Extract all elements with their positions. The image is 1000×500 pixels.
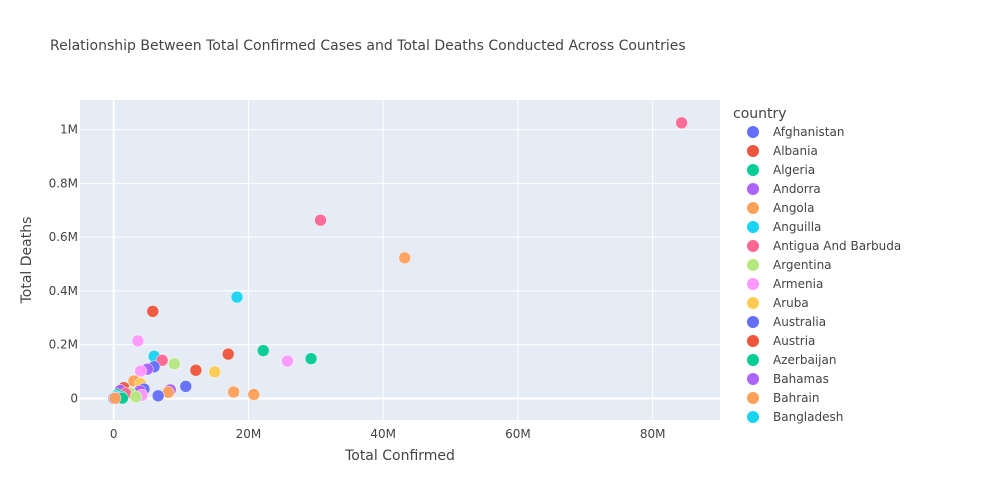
legend-item[interactable]: Bahrain (747, 391, 819, 405)
legend-item[interactable]: Argentina (747, 258, 832, 272)
x-tick-label: 60M (505, 427, 531, 441)
data-point[interactable] (189, 364, 203, 377)
legend-item[interactable]: Andorra (747, 182, 821, 196)
data-point[interactable] (304, 352, 318, 365)
legend-marker (747, 202, 759, 214)
legend-label: Angola (773, 201, 814, 215)
zero-lines (80, 100, 720, 420)
data-point[interactable] (168, 357, 181, 371)
data-point[interactable] (131, 334, 145, 348)
legend-marker (747, 221, 759, 233)
legend-marker (747, 183, 759, 195)
legend-item[interactable]: Bahamas (747, 372, 829, 386)
data-point[interactable] (221, 347, 235, 361)
data-point[interactable] (151, 389, 165, 403)
grid-lines (80, 100, 720, 420)
legend-marker (747, 411, 759, 423)
data-point[interactable] (398, 251, 411, 265)
legend-marker (747, 354, 759, 366)
data-point[interactable] (675, 116, 688, 130)
legend-label: Azerbaijan (773, 353, 836, 367)
y-tick-label: 1M (60, 123, 78, 137)
legend-marker (747, 373, 759, 385)
legend-label: Bangladesh (773, 410, 843, 424)
legend-label: Aruba (773, 296, 809, 310)
legend-marker (747, 297, 759, 309)
legend-label: Afghanistan (773, 125, 844, 139)
x-tick-label: 40M (370, 427, 396, 441)
data-point[interactable] (227, 385, 240, 399)
legend-marker (747, 335, 759, 347)
y-tick-label: 0 (70, 391, 78, 405)
legend-marker (747, 316, 759, 328)
x-tick-label: 20M (236, 427, 262, 441)
legend-marker (747, 278, 759, 290)
y-tick-labels: 0 0.2M 0.4M 0.6M 0.8M 1M (49, 123, 78, 406)
data-point[interactable] (108, 391, 122, 405)
legend-item[interactable]: Australia (747, 315, 826, 329)
data-point[interactable] (179, 380, 193, 393)
x-axis-title: Total Confirmed (344, 448, 455, 464)
legend-item[interactable]: Albania (747, 144, 818, 158)
data-point[interactable] (146, 305, 160, 318)
legend-item[interactable]: Azerbaijan (747, 353, 836, 367)
legend-label: Algeria (773, 163, 815, 177)
legend-label: Anguilla (773, 220, 821, 234)
data-point[interactable] (129, 390, 143, 404)
x-tick-labels: 0 20M 40M 60M 80M (110, 427, 666, 441)
y-tick-label: 0.2M (49, 338, 78, 352)
legend-item[interactable]: Afghanistan (747, 125, 844, 139)
legend-marker (747, 392, 759, 404)
legend-item[interactable]: Anguilla (747, 220, 821, 234)
y-tick-label: 0.6M (49, 230, 78, 244)
legend-label: Antigua And Barbuda (773, 239, 901, 253)
legend-label: Austria (773, 334, 815, 348)
y-tick-label: 0.4M (49, 284, 78, 298)
data-point[interactable] (256, 344, 270, 357)
legend-label: Argentina (773, 258, 832, 272)
legend-item[interactable]: Aruba (747, 296, 809, 310)
legend-label: Australia (773, 315, 826, 329)
data-points (107, 116, 688, 405)
legend-marker (747, 259, 759, 271)
legend-label: Andorra (773, 182, 821, 196)
legend-label: Bahamas (773, 372, 829, 386)
legend-marker (747, 240, 759, 252)
y-axis-title: Total Deaths (19, 217, 35, 305)
data-point[interactable] (134, 364, 147, 378)
legend-label: Bahrain (773, 391, 819, 405)
data-point[interactable] (314, 213, 327, 227)
legend-item[interactable]: Bangladesh (747, 410, 843, 424)
legend-item[interactable]: Angola (747, 201, 814, 215)
legend-marker (747, 164, 759, 176)
legend-marker (747, 126, 759, 138)
data-point[interactable] (247, 388, 261, 401)
y-tick-label: 0.8M (49, 176, 78, 190)
legend-item[interactable]: Algeria (747, 163, 815, 177)
legend-item[interactable]: Austria (747, 334, 815, 348)
legend-marker (747, 145, 759, 157)
legend-label: Albania (773, 144, 818, 158)
chart-title: Relationship Between Total Confirmed Cas… (50, 38, 686, 54)
legend[interactable]: Afghanistan Albania Algeria Andorra Angola An… (747, 125, 901, 424)
legend-title: country (733, 106, 787, 122)
x-tick-label: 0 (110, 427, 118, 441)
legend-item[interactable]: Armenia (747, 277, 823, 291)
data-point[interactable] (208, 365, 221, 379)
x-tick-label: 80M (640, 427, 666, 441)
legend-item[interactable]: Antigua And Barbuda (747, 239, 901, 253)
data-point[interactable] (281, 354, 294, 368)
legend-label: Armenia (773, 277, 823, 291)
data-point[interactable] (230, 290, 244, 304)
